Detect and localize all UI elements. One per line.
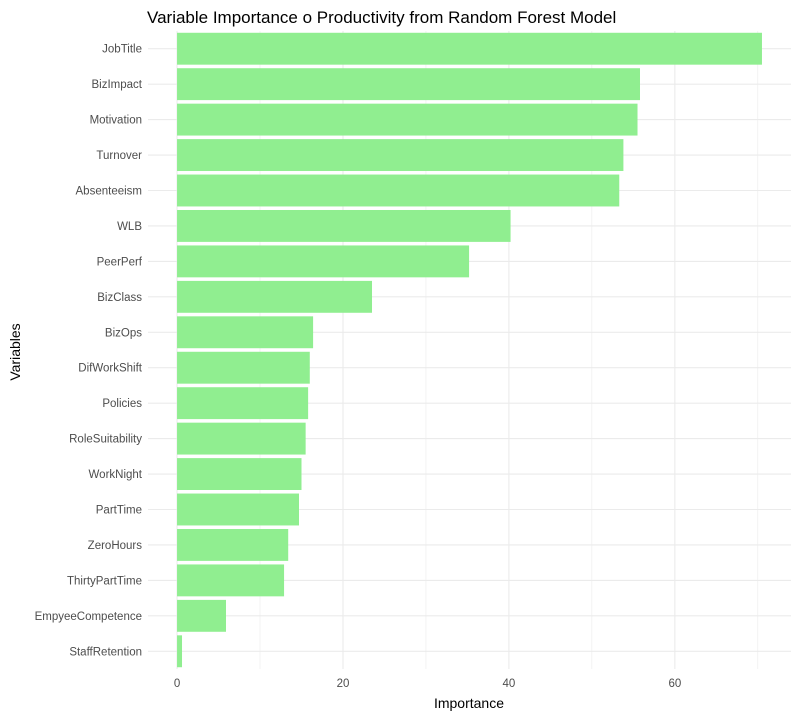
y-tick-label: ZeroHours [88,540,143,552]
x-tick-label: 20 [337,678,350,690]
y-tick-label: BizOps [105,327,142,339]
bar-empyeecompetence [177,599,226,632]
bar-zerohours [177,528,289,561]
y-tick-label: PeerPerf [97,256,143,268]
bar-worknight [177,458,302,491]
bar-jobtitle [177,32,762,65]
y-tick-label: RoleSuitability [69,434,142,446]
bar-thirtyparttime [177,564,285,597]
bar-absenteeism [177,174,620,207]
bar-bizops [177,316,314,349]
y-tick-label: BizClass [97,292,142,304]
bar-rolesuitability [177,422,306,455]
y-tick-label: WorkNight [89,469,143,481]
bar-wlb [177,209,511,242]
x-tick-label: 0 [174,678,180,690]
y-tick-label: Policies [102,398,142,410]
bars-layer [177,32,762,668]
bar-bizimpact [177,68,640,101]
y-tick-label: WLB [117,221,142,233]
y-tick-label: Absenteeism [76,186,142,198]
y-tick-label: PartTime [96,505,142,517]
x-tick-label: 40 [503,678,516,690]
chart-title: Variable Importance o Productivity from … [147,8,616,27]
y-tick-label: Motivation [90,115,142,127]
y-tick-label: ThirtyPartTime [67,575,142,587]
bar-parttime [177,493,300,526]
bar-peerperf [177,245,470,278]
bar-staffretention [177,635,183,668]
y-tick-labels: JobTitle BizImpact Motivation Turnover Absen… [35,44,143,659]
y-tick-label: JobTitle [102,44,142,56]
bar-bizclass [177,280,373,313]
y-tick-label: StaffRetention [69,646,142,658]
bar-turnover [177,139,624,172]
y-tick-label: DifWorkShift [78,363,142,375]
bar-motivation [177,103,638,136]
y-tick-label: BizImpact [92,79,143,91]
x-tick-label: 60 [668,678,681,690]
x-axis-title: Importance [434,695,504,711]
bar-policies [177,387,309,420]
bar-difworkshift [177,351,310,384]
y-tick-label: Turnover [96,150,142,162]
y-tick-label: EmpyeeCompetence [35,611,142,623]
y-axis-title: Variables [7,323,23,380]
x-tick-labels: 0 20 40 60 [174,678,681,690]
